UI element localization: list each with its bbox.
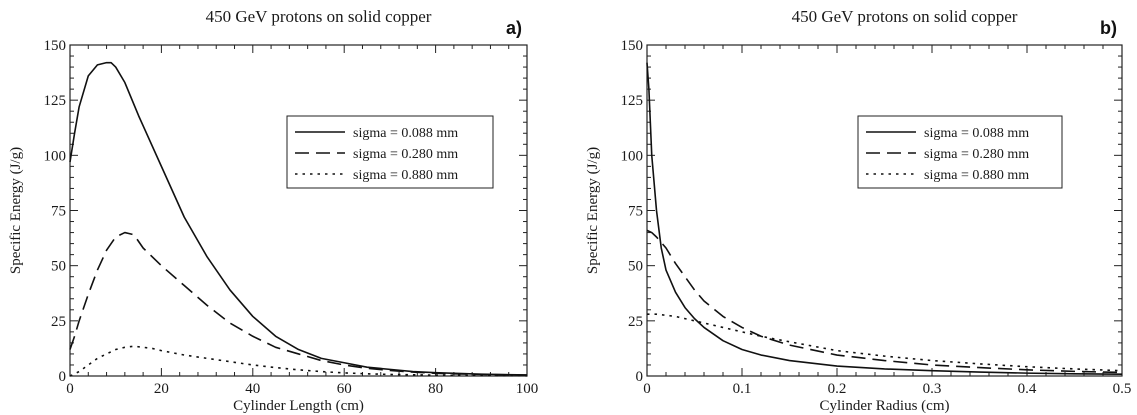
legend: sigma = 0.088 mm sigma = 0.280 mm sigma = … bbox=[857, 115, 1063, 189]
legend-label: sigma = 0.088 mm bbox=[924, 126, 1029, 141]
y-tick-label: 0 bbox=[636, 369, 644, 385]
legend: sigma = 0.088 mm sigma = 0.280 mm sigma = … bbox=[286, 115, 494, 189]
x-tick-label: 0.1 bbox=[733, 381, 752, 397]
legend-label: sigma = 0.088 mm bbox=[353, 126, 458, 141]
axis-ticks: 0 20 40 60 80 100 0 25 50 75 100 125 150 bbox=[44, 38, 539, 397]
y-tick-label: 150 bbox=[44, 38, 67, 54]
y-axis-label: Specific Energy (J/g) bbox=[8, 147, 24, 274]
x-tick-label: 80 bbox=[428, 381, 443, 397]
axis-ticks: 0 0.1 0.2 0.3 0.4 0.5 0 25 50 75 100 125 150 bbox=[621, 38, 1132, 397]
chart-title: 450 GeV protons on solid copper bbox=[792, 7, 1018, 26]
y-tick-label: 125 bbox=[621, 93, 644, 109]
series-line-solid bbox=[69, 61, 528, 376]
x-axis-label: Cylinder Radius (cm) bbox=[820, 398, 950, 414]
x-tick-label: 0.2 bbox=[828, 381, 847, 397]
x-tick-label: 0.3 bbox=[923, 381, 942, 397]
series-group bbox=[646, 62, 1123, 376]
x-tick-label: 40 bbox=[245, 381, 260, 397]
y-tick-label: 0 bbox=[59, 369, 67, 385]
y-tick-label: 100 bbox=[621, 148, 644, 164]
panel-label: a) bbox=[506, 18, 522, 38]
legend-label: sigma = 0.280 mm bbox=[924, 147, 1029, 162]
y-tick-label: 50 bbox=[51, 259, 66, 275]
x-tick-label: 20 bbox=[154, 381, 169, 397]
legend-box bbox=[857, 115, 1063, 189]
x-tick-label: 100 bbox=[516, 381, 539, 397]
series-line-dashed bbox=[69, 231, 528, 376]
series-line-dotted bbox=[647, 313, 1123, 372]
series-group bbox=[69, 61, 528, 377]
y-tick-label: 100 bbox=[44, 148, 67, 164]
y-axis-label: Specific Energy (J/g) bbox=[585, 147, 601, 274]
series-line-dotted bbox=[69, 345, 528, 377]
series-line-dashed bbox=[646, 229, 1123, 374]
x-tick-label: 0 bbox=[643, 381, 651, 397]
legend-box bbox=[286, 115, 494, 189]
chart-panel-a: 450 GeV protons on solid copper a) Cylin… bbox=[8, 7, 538, 414]
y-tick-label: 25 bbox=[628, 314, 643, 330]
y-tick-label: 50 bbox=[628, 259, 643, 275]
y-tick-label: 150 bbox=[621, 38, 644, 54]
plot-frame bbox=[646, 44, 1123, 377]
y-tick-label: 25 bbox=[51, 314, 66, 330]
chart-title: 450 GeV protons on solid copper bbox=[206, 7, 432, 26]
x-tick-label: 0 bbox=[66, 381, 74, 397]
panel-label: b) bbox=[1100, 18, 1117, 38]
chart-panel-b: 450 GeV protons on solid copper b) Cylin… bbox=[585, 7, 1131, 414]
y-tick-label: 75 bbox=[628, 204, 643, 220]
legend-label: sigma = 0.880 mm bbox=[353, 168, 458, 183]
legend-label: sigma = 0.280 mm bbox=[353, 147, 458, 162]
plot-frame bbox=[69, 44, 528, 377]
x-tick-label: 60 bbox=[337, 381, 352, 397]
x-tick-label: 0.4 bbox=[1018, 381, 1037, 397]
y-tick-label: 75 bbox=[51, 204, 66, 220]
series-line-solid bbox=[646, 62, 1123, 376]
legend-label: sigma = 0.880 mm bbox=[924, 168, 1029, 183]
x-tick-label: 0.5 bbox=[1113, 381, 1132, 397]
y-tick-label: 125 bbox=[44, 93, 67, 109]
x-axis-label: Cylinder Length (cm) bbox=[233, 398, 364, 414]
